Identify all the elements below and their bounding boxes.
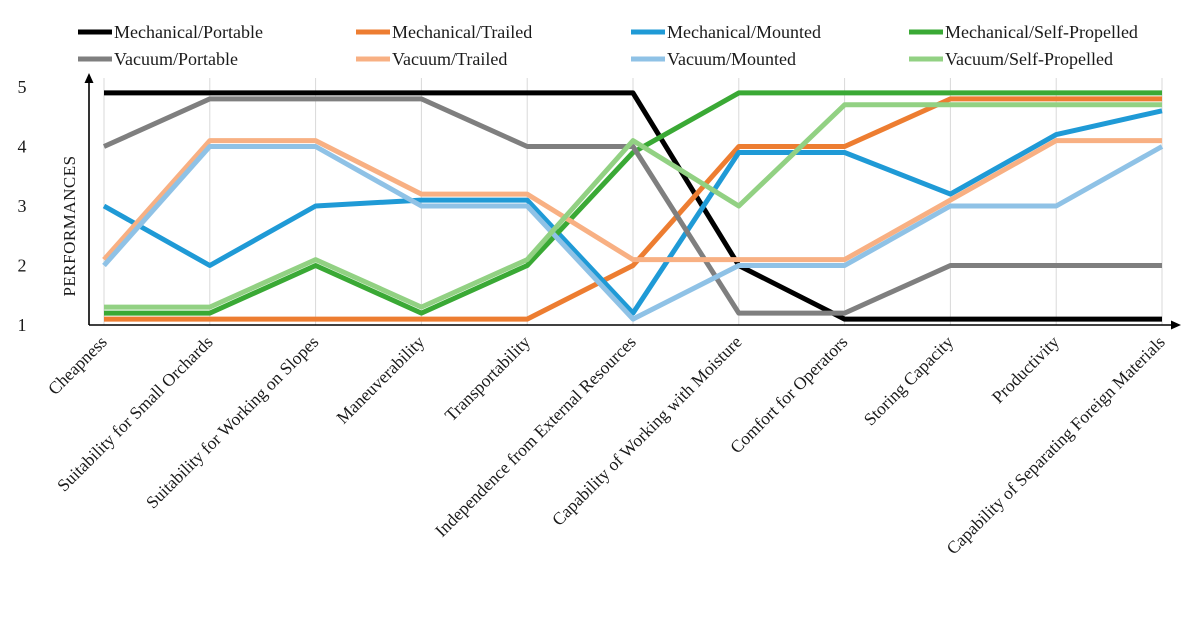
y-tick-label: 5 bbox=[18, 77, 27, 97]
x-tick-label: Transportability bbox=[441, 332, 535, 426]
x-tick-label: Productivity bbox=[988, 332, 1064, 408]
legend-label: Vacuum/Portable bbox=[114, 49, 238, 69]
series-line-vacuum-portable bbox=[102, 96, 1162, 316]
series-line-mechanical-self-propelled bbox=[104, 90, 1162, 316]
legend-item: Vacuum/Portable bbox=[78, 49, 238, 69]
series-line-vacuum-self-propelled bbox=[104, 102, 1162, 310]
series-line-mechanical-portable bbox=[104, 90, 1162, 322]
y-tick-label: 2 bbox=[18, 256, 27, 276]
legend-label: Vacuum/Self-Propelled bbox=[945, 49, 1113, 69]
legend-item: Mechanical/Mounted bbox=[631, 22, 821, 42]
y-tick-label: 1 bbox=[18, 315, 27, 335]
x-tick-label: Storing Capacity bbox=[860, 332, 958, 430]
legend-item: Mechanical/Trailed bbox=[356, 22, 532, 42]
legend-label: Mechanical/Trailed bbox=[392, 22, 532, 42]
x-tick-label: Suitability for Working on Slopes bbox=[142, 332, 323, 513]
x-tick-label: Cheapness bbox=[44, 332, 111, 399]
y-axis-label: PERFORMANCES bbox=[60, 155, 79, 296]
series-line-mechanical-trailed bbox=[104, 96, 1162, 322]
legend-item: Mechanical/Self-Propelled bbox=[909, 22, 1138, 42]
series-line-vacuum-mounted bbox=[102, 144, 1164, 322]
x-tick-label: Capability of Separating Foreign Materia… bbox=[942, 332, 1169, 559]
series-line-vacuum-trailed bbox=[102, 138, 1162, 263]
x-tick-label: Comfort for Operators bbox=[726, 332, 852, 458]
x-tick-label: Maneuverability bbox=[332, 332, 428, 428]
legend-label: Mechanical/Mounted bbox=[667, 22, 821, 42]
x-tick-label: Capability of Working with Moisture bbox=[548, 332, 746, 530]
chart-legend: Mechanical/Portable Mechanical/Trailed Mec… bbox=[78, 22, 1138, 69]
legend-label: Mechanical/Self-Propelled bbox=[945, 22, 1138, 42]
y-axis-arrow bbox=[84, 73, 94, 83]
legend-item: Vacuum/Self-Propelled bbox=[909, 49, 1113, 69]
legend-label: Vacuum/Trailed bbox=[392, 49, 507, 69]
legend-label: Vacuum/Mounted bbox=[667, 49, 796, 69]
legend-item: Vacuum/Mounted bbox=[631, 49, 796, 69]
legend-item: Mechanical/Portable bbox=[78, 22, 263, 42]
y-tick-label: 3 bbox=[18, 196, 27, 216]
chart-axes bbox=[84, 73, 1181, 330]
legend-item: Vacuum/Trailed bbox=[356, 49, 507, 69]
y-tick-labels: 1 2 3 4 5 bbox=[18, 77, 27, 335]
x-axis-arrow bbox=[1171, 320, 1181, 330]
series-line-mechanical-mounted bbox=[102, 108, 1163, 316]
chart-series bbox=[102, 90, 1164, 322]
legend-label: Mechanical/Portable bbox=[114, 22, 263, 42]
x-tick-label: Independence from External Resources bbox=[431, 332, 640, 541]
y-tick-label: 4 bbox=[18, 137, 27, 157]
